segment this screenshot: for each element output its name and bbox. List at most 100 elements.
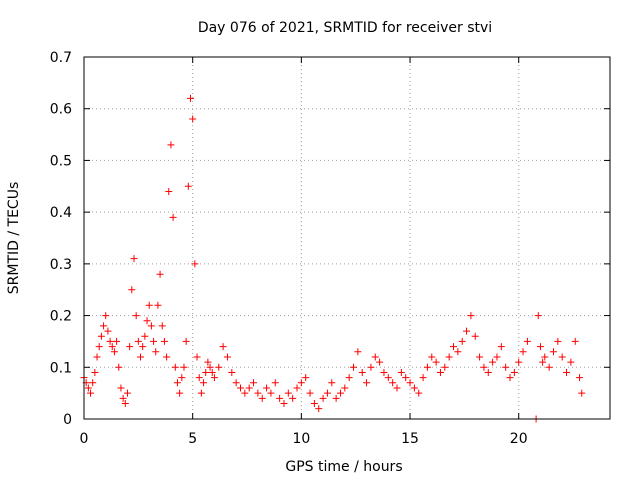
data-point bbox=[223, 353, 231, 361]
data-point bbox=[193, 353, 201, 361]
data-point bbox=[310, 399, 318, 407]
data-point bbox=[436, 368, 444, 376]
data-point bbox=[267, 389, 275, 397]
data-point bbox=[319, 394, 327, 402]
data-point bbox=[100, 322, 108, 330]
data-point bbox=[206, 363, 214, 371]
data-point bbox=[241, 389, 249, 397]
data-point bbox=[323, 389, 331, 397]
data-point bbox=[376, 358, 384, 366]
x-tick-label: 0 bbox=[80, 431, 89, 447]
data-point bbox=[539, 358, 547, 366]
y-tick-label: 0.6 bbox=[50, 102, 72, 118]
data-point bbox=[115, 363, 123, 371]
data-point bbox=[419, 374, 427, 382]
data-point bbox=[336, 389, 344, 397]
data-point bbox=[441, 363, 449, 371]
data-point bbox=[397, 368, 405, 376]
data-point bbox=[306, 389, 314, 397]
data-point bbox=[173, 379, 181, 387]
y-tick-label: 0 bbox=[63, 412, 72, 428]
data-point bbox=[271, 379, 279, 387]
data-point bbox=[126, 343, 134, 351]
y-tick-label: 0.7 bbox=[50, 50, 72, 66]
data-point bbox=[510, 368, 518, 376]
data-point bbox=[108, 343, 116, 351]
data-point bbox=[197, 389, 205, 397]
data-point bbox=[137, 353, 145, 361]
data-point bbox=[423, 363, 431, 371]
data-point bbox=[93, 353, 101, 361]
ticks-layer: 0 5 10 15 20 0 0.1 0.2 0.3 0.4 0.5 0.6 0.7 bbox=[50, 50, 610, 447]
data-point bbox=[471, 332, 479, 340]
data-point bbox=[184, 182, 192, 190]
data-point bbox=[204, 358, 212, 366]
data-point bbox=[130, 255, 138, 263]
data-point bbox=[165, 187, 173, 195]
y-axis-label: SRMTID / TECUs bbox=[6, 182, 22, 295]
data-point bbox=[210, 374, 218, 382]
data-point bbox=[402, 374, 410, 382]
data-point bbox=[332, 394, 340, 402]
data-point bbox=[384, 374, 392, 382]
y-tick-label: 0.4 bbox=[50, 205, 72, 221]
data-point bbox=[515, 358, 523, 366]
data-point bbox=[180, 363, 188, 371]
data-point bbox=[484, 368, 492, 376]
data-point bbox=[567, 358, 575, 366]
data-point bbox=[489, 358, 497, 366]
data-point bbox=[171, 363, 179, 371]
data-point bbox=[263, 384, 271, 392]
x-tick-label: 20 bbox=[510, 431, 528, 447]
data-point bbox=[97, 332, 105, 340]
data-point bbox=[178, 374, 186, 382]
data-point bbox=[578, 389, 586, 397]
data-point bbox=[458, 337, 466, 345]
data-point bbox=[493, 353, 501, 361]
data-point bbox=[450, 343, 458, 351]
data-point bbox=[113, 337, 121, 345]
data-point bbox=[156, 270, 164, 278]
data-point bbox=[371, 353, 379, 361]
data-point bbox=[132, 312, 140, 320]
data-point bbox=[141, 332, 149, 340]
data-point bbox=[549, 348, 557, 356]
data-point bbox=[276, 394, 284, 402]
data-point bbox=[150, 337, 158, 345]
data-point bbox=[289, 394, 297, 402]
data-point bbox=[245, 384, 253, 392]
data-point bbox=[563, 368, 571, 376]
data-point bbox=[406, 379, 414, 387]
data-point bbox=[110, 348, 118, 356]
data-point bbox=[202, 368, 210, 376]
points-layer bbox=[80, 94, 586, 423]
data-point bbox=[541, 353, 549, 361]
data-point bbox=[354, 348, 362, 356]
data-point bbox=[117, 384, 125, 392]
data-point bbox=[176, 389, 184, 397]
data-point bbox=[497, 343, 505, 351]
data-point bbox=[152, 348, 160, 356]
data-point bbox=[236, 384, 244, 392]
data-point bbox=[428, 353, 436, 361]
data-point bbox=[134, 337, 142, 345]
data-point bbox=[250, 379, 258, 387]
data-point bbox=[358, 368, 366, 376]
data-point bbox=[297, 379, 305, 387]
data-point bbox=[258, 394, 266, 402]
data-point bbox=[476, 353, 484, 361]
x-tick-label: 15 bbox=[401, 431, 419, 447]
data-point bbox=[219, 343, 227, 351]
data-point bbox=[232, 379, 240, 387]
data-point bbox=[154, 301, 162, 309]
data-point bbox=[480, 363, 488, 371]
data-point bbox=[128, 286, 136, 294]
data-point bbox=[84, 384, 92, 392]
data-point bbox=[121, 399, 129, 407]
data-point bbox=[95, 343, 103, 351]
plot-frame bbox=[83, 56, 611, 420]
data-point bbox=[106, 337, 114, 345]
data-point bbox=[228, 368, 236, 376]
data-point bbox=[187, 94, 195, 102]
